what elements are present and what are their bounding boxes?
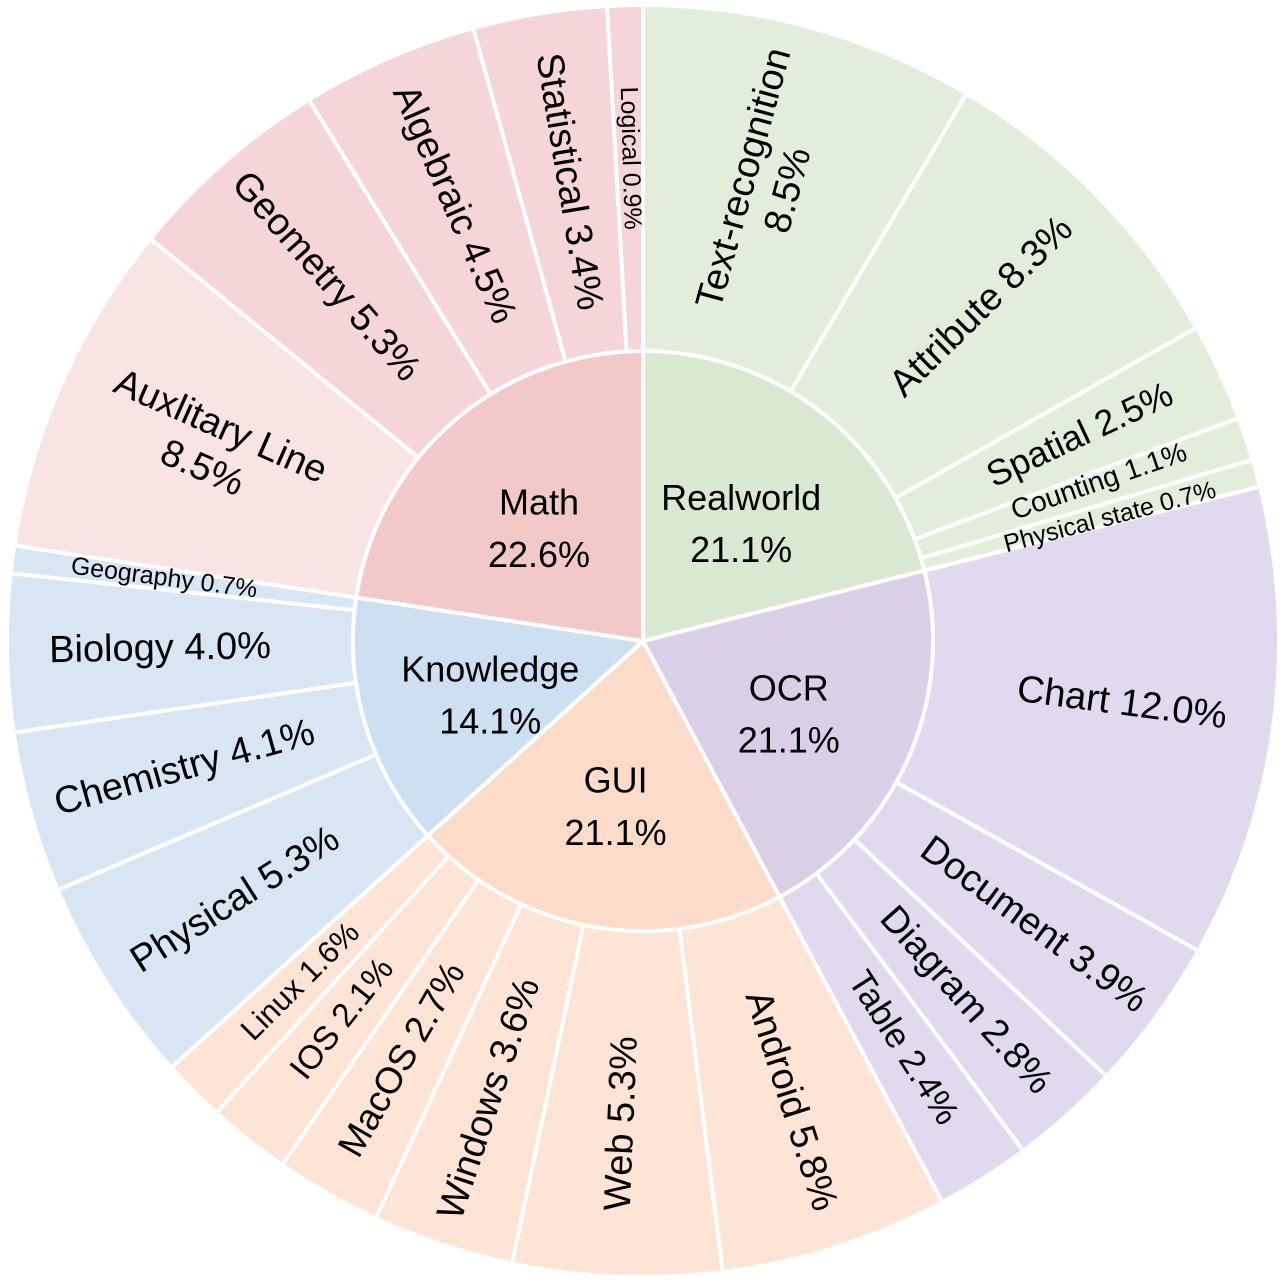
label-math: Math 22.6% — [488, 482, 590, 575]
slice-realworld[interactable] — [641, 348, 927, 644]
label-knowledge: Knowledge 14.1% — [401, 649, 579, 742]
slice-knowledge[interactable] — [351, 595, 648, 839]
inner-ring — [351, 348, 935, 933]
label-ocr: OCR 21.1% — [738, 667, 840, 760]
slice-math[interactable] — [354, 348, 645, 644]
outer-ring — [5, 2, 1281, 1279]
label-web: Web 5.3% — [597, 1035, 646, 1211]
label-gui: GUI 21.1% — [565, 760, 667, 853]
slice-ocr[interactable] — [640, 568, 935, 900]
label-logical: Logical 0.9% — [615, 86, 647, 230]
slice-gui[interactable] — [425, 637, 783, 933]
label-realworld: Realworld 21.1% — [661, 477, 821, 570]
label-biology: Biology 4.0% — [49, 625, 272, 671]
